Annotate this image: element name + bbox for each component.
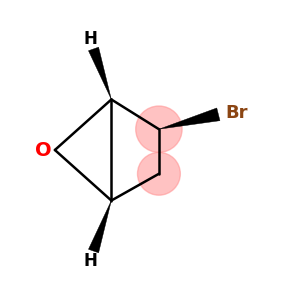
Circle shape [137, 152, 180, 195]
Polygon shape [88, 47, 111, 100]
Polygon shape [159, 108, 220, 129]
Circle shape [136, 106, 182, 152]
Text: H: H [84, 253, 98, 271]
Text: O: O [35, 140, 51, 160]
Text: Br: Br [226, 104, 248, 122]
Polygon shape [88, 200, 111, 253]
Text: H: H [84, 29, 98, 47]
